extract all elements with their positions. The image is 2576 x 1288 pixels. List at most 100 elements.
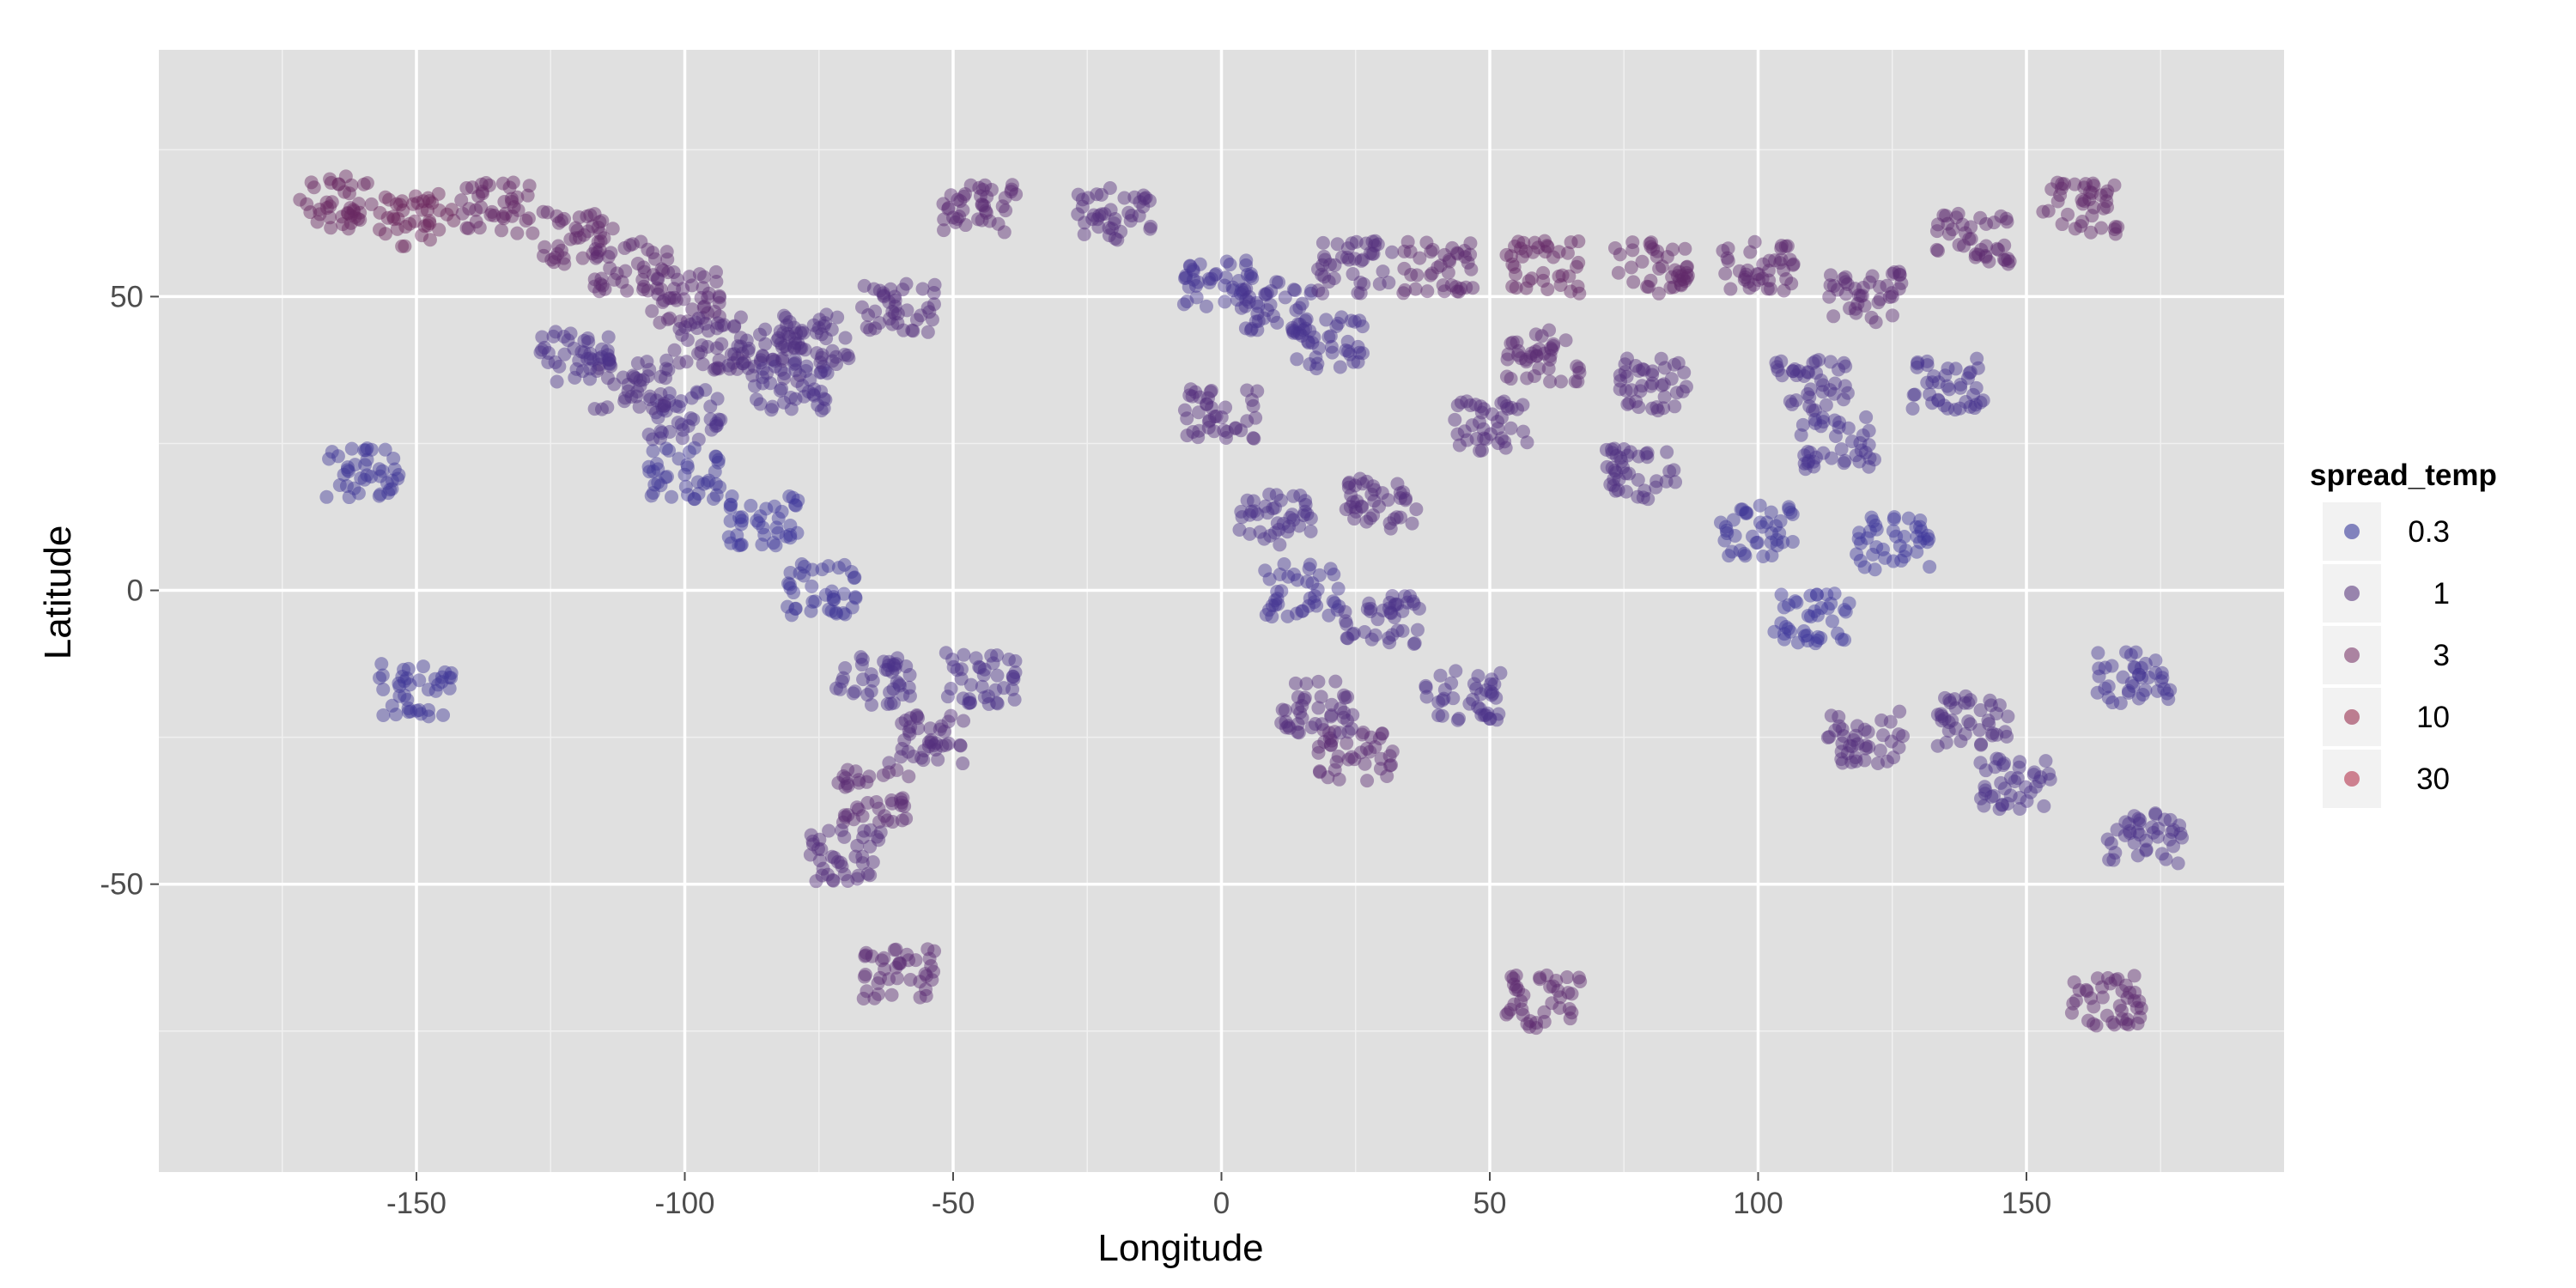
data-point: [1425, 266, 1439, 281]
data-point: [577, 345, 592, 360]
data-point: [2107, 222, 2122, 236]
data-point: [1909, 519, 1923, 534]
data-point: [1717, 533, 1732, 548]
data-point: [2133, 1010, 2148, 1024]
data-point: [734, 538, 749, 552]
data-point: [1679, 380, 1693, 394]
data-point: [445, 203, 459, 217]
data-point: [1650, 404, 1665, 418]
data-point: [1268, 598, 1283, 612]
data-point: [747, 379, 762, 393]
data-point: [1849, 448, 1863, 463]
data-point: [1828, 429, 1843, 444]
data-point: [787, 331, 802, 346]
data-point: [1563, 1012, 1577, 1026]
data-point: [696, 281, 710, 295]
data-point: [1982, 717, 1996, 732]
data-point: [2001, 796, 2015, 811]
data-point: [1477, 708, 1492, 722]
data-point: [2134, 1001, 2148, 1016]
data-point: [1868, 562, 1882, 577]
data-point: [1368, 739, 1382, 754]
data-point: [319, 201, 334, 216]
data-point: [2013, 801, 2027, 816]
data-point: [1862, 459, 1876, 474]
data-point: [1433, 258, 1448, 273]
data-point: [1334, 702, 1348, 716]
data-point: [1367, 494, 1382, 508]
data-point: [934, 719, 949, 733]
data-point: [713, 480, 727, 495]
data-point: [1385, 744, 1400, 759]
data-point: [646, 465, 660, 479]
data-point: [1994, 209, 2008, 223]
data-point: [811, 321, 826, 336]
data-point: [1905, 401, 1920, 416]
data-point: [836, 769, 851, 784]
data-point: [1267, 501, 1282, 515]
data-point: [1541, 361, 1556, 376]
data-point: [1450, 713, 1465, 727]
data-point: [1468, 398, 1483, 412]
data-point: [1732, 264, 1747, 278]
data-point: [1276, 516, 1291, 531]
data-point: [975, 197, 989, 211]
data-point: [998, 191, 1012, 205]
data-point: [392, 679, 407, 694]
data-point: [1397, 244, 1412, 258]
data-point: [1262, 603, 1277, 617]
data-point: [860, 320, 874, 335]
data-point: [846, 686, 860, 701]
data-point: [819, 307, 834, 322]
data-point: [1656, 401, 1671, 416]
data-point: [899, 659, 914, 674]
data-point: [781, 599, 795, 614]
data-point: [357, 443, 372, 458]
data-point: [375, 668, 390, 683]
data-point: [711, 455, 726, 470]
data-point: [1899, 544, 1913, 558]
data-point: [2075, 197, 2090, 211]
data-point: [1942, 382, 1957, 397]
data-point: [1820, 587, 1834, 602]
data-point: [2165, 824, 2179, 839]
data-point: [984, 182, 999, 197]
data-point: [1897, 530, 1911, 544]
data-point: [805, 562, 820, 577]
data-point: [2127, 835, 2142, 850]
data-point: [1769, 519, 1783, 533]
data-point: [1774, 616, 1789, 630]
data-point: [1473, 399, 1488, 414]
data-point: [822, 823, 836, 838]
data-point: [1258, 499, 1273, 513]
data-point: [863, 868, 878, 883]
data-point: [1896, 729, 1911, 744]
data-point: [1752, 273, 1766, 288]
data-point: [410, 196, 425, 210]
data-point: [417, 219, 432, 234]
data-point: [919, 969, 933, 983]
data-point: [1551, 983, 1565, 998]
data-point: [906, 749, 920, 763]
data-point: [1186, 264, 1200, 278]
data-point: [1296, 604, 1310, 618]
data-point: [2099, 1008, 2114, 1023]
data-point: [889, 657, 903, 671]
data-point: [730, 528, 744, 543]
data-point: [883, 312, 897, 326]
data-point: [2027, 765, 2042, 780]
data-point: [1298, 321, 1313, 336]
data-point: [1871, 756, 1886, 770]
data-point: [1856, 280, 1870, 295]
data-point: [2008, 775, 2022, 789]
data-point: [1885, 266, 1899, 281]
data-point: [1857, 560, 1872, 574]
data-point: [1613, 374, 1628, 388]
data-point: [303, 205, 318, 220]
data-point: [654, 262, 669, 276]
data-point: [1515, 1002, 1529, 1017]
data-point: [1097, 207, 1112, 222]
data-point: [1760, 282, 1775, 296]
data-point: [787, 355, 802, 370]
data-point: [651, 462, 665, 477]
